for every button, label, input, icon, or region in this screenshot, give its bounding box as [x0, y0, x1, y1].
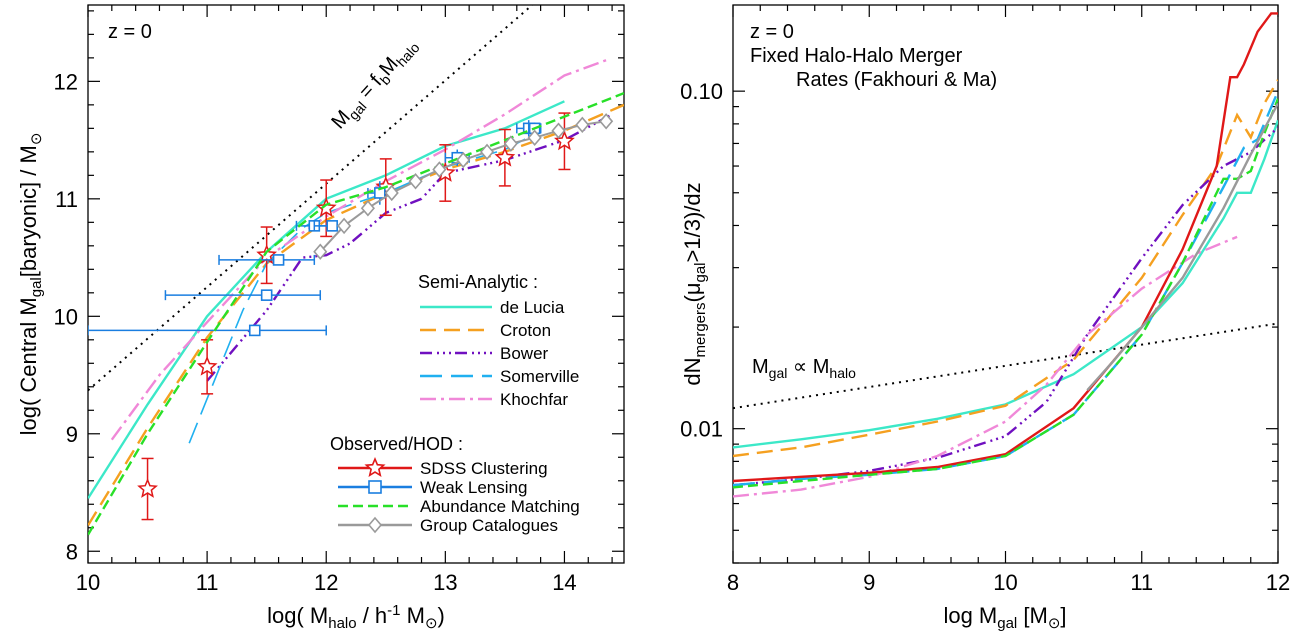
right-panel: 8 9 10 11 12 0.01 0.10 z = 0 Fixed Halo-Halo M…: [680, 4, 1290, 632]
left-reference-line: [88, 5, 534, 392]
left-y-tick-label: 12: [54, 69, 78, 94]
left-y-tick-label: 11: [55, 187, 78, 212]
legend-label-abundance: Abundance Matching: [420, 497, 580, 516]
legend-observed-title: Observed/HOD :: [330, 434, 463, 454]
left-plot-area: [88, 5, 624, 536]
weak-lensing-point: [248, 324, 261, 337]
group-catalogues-point: [551, 122, 566, 139]
legend-label-delucia: de Lucia: [500, 298, 565, 317]
left-x-tick-label: 13: [433, 570, 457, 595]
group-catalogues-point: [408, 172, 423, 190]
sdss-point: [196, 355, 218, 376]
right-x-tick-label: 12: [1266, 570, 1290, 595]
legend-marker-square: [368, 480, 382, 494]
group-catalogues-point: [575, 116, 590, 134]
weak-lensing-point: [326, 220, 338, 232]
right-x-tick-label: 8: [727, 570, 739, 595]
right-x-tick-label: 9: [863, 570, 875, 595]
legend-label-bower: Bower: [500, 344, 549, 363]
left-reference-label: Mgal = fbMhalo: [327, 33, 422, 135]
group-catalogues-point: [384, 184, 399, 202]
right-croton-line: [733, 79, 1278, 458]
right-reference-label: Mgal ∝ Mhalo: [752, 356, 856, 381]
sdss-point: [494, 146, 516, 167]
right-ticks: [732, 5, 1279, 564]
right-bower-line: [733, 126, 1278, 487]
right-y-tick-label: 0.01: [680, 417, 723, 442]
right-reference-line: [733, 322, 1278, 410]
legend-marker-diamond: [367, 516, 383, 534]
group-catalogues-point: [599, 113, 614, 130]
legend-label-croton: Croton: [500, 321, 551, 340]
legend-label-weaklensing: Weak Lensing: [420, 478, 527, 497]
left-tick-labels: 10 11 12 13 14 8 9 10 11 12: [54, 69, 577, 595]
khochfar-line: [110, 59, 607, 441]
right-y-tick-label: 0.10: [680, 79, 723, 104]
legend-label-sdss: SDSS Clustering: [420, 459, 548, 478]
left-x-axis-label: log( Mhalo / h-1 M⊙): [267, 602, 445, 632]
left-x-tick-label: 12: [314, 570, 338, 595]
left-annotation-z: z = 0: [108, 21, 152, 43]
delucia-line: [88, 100, 565, 500]
right-x-tick-label: 10: [993, 570, 1017, 595]
left-legend: Semi-Analytic : Observed/HOD : de Lucia C…: [330, 272, 580, 535]
group-catalogues-point: [503, 135, 518, 152]
group-catalogues-point: [456, 151, 471, 169]
left-x-tick-label: 11: [196, 570, 219, 595]
group-catalogues-point: [479, 143, 495, 161]
left-x-tick-label: 10: [76, 570, 100, 595]
legend-label-group: Group Catalogues: [420, 516, 558, 535]
left-y-tick-label: 9: [66, 422, 78, 447]
left-ticks: [87, 5, 624, 563]
legend-marker-star: [364, 456, 386, 477]
left-plot-frame: [87, 4, 625, 564]
right-somerville-line: [733, 90, 1278, 487]
sdss-point: [554, 130, 575, 151]
group-catalogues-point: [313, 243, 328, 260]
left-y-tick-label: 8: [66, 539, 78, 564]
right-tick-labels: 8 9 10 11 12 0.01 0.10: [680, 79, 1290, 595]
left-y-tick-label: 10: [54, 304, 78, 329]
right-annotation-line2: Rates (Fakhouri & Ma): [796, 69, 997, 91]
group-catalogues-point: [527, 129, 542, 146]
right-y-axis-label: dNmergers(μgal>1/3)/dz: [680, 182, 709, 385]
group-catalogues-point: [360, 200, 375, 217]
weak-lensing-point: [260, 289, 273, 301]
group-catalogues-point: [432, 161, 447, 178]
group-catalogues-point: [337, 217, 352, 235]
legend-semi-analytic-title: Semi-Analytic :: [418, 272, 538, 292]
right-abundance-line: [733, 98, 1278, 489]
right-group-line: [1086, 102, 1278, 392]
abundance-line: [88, 91, 624, 536]
sdss-point: [137, 478, 158, 498]
legend-label-khochfar: Khochfar: [500, 390, 568, 409]
right-x-tick-label: 11: [1130, 570, 1153, 595]
right-delucia-line: [733, 119, 1278, 449]
weak-lensing-point: [272, 254, 285, 266]
left-x-tick-label: 14: [552, 570, 576, 595]
right-annotation-z: z = 0: [750, 21, 794, 43]
right-khochfar-line: [733, 235, 1238, 498]
right-x-axis-label: log Mgal [M⊙]: [943, 603, 1066, 632]
right-annotation-line1: Fixed Halo-Halo Merger: [750, 45, 963, 67]
right-plot-area: [733, 12, 1278, 498]
sdss-point: [315, 197, 337, 218]
left-y-axis-label: log( Central Mgal[baryonic] / M⊙: [16, 133, 45, 436]
legend-label-somerville: Somerville: [500, 367, 579, 386]
right-sdss-line: [733, 12, 1278, 483]
